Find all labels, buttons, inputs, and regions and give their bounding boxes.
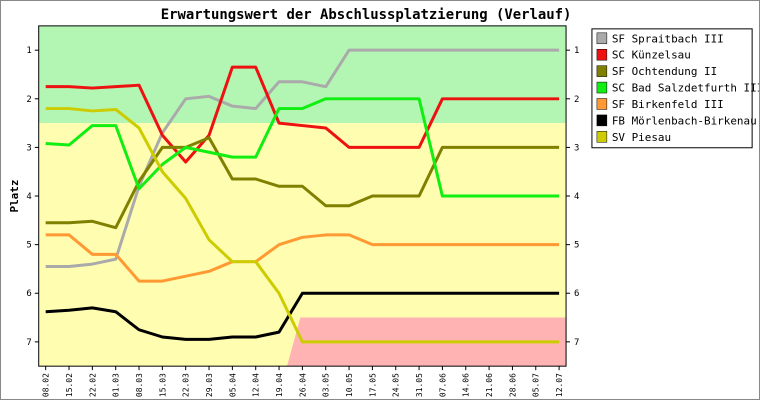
x-tick-label: 12.07 [555,373,564,397]
legend-label-5: FB Mörlenbach-Birkenau [612,114,757,127]
series-line-6 [45,107,560,344]
x-tick-label: 21.06 [485,373,494,397]
series-line-0 [45,48,560,268]
y-tick-label-left: 5 [26,241,31,251]
x-tick-label: 03.05 [322,373,331,397]
y-tick-label-left: 6 [26,289,31,299]
legend-swatch-0 [596,32,608,45]
y-tick-label-right: 3 [574,143,579,153]
series-line-3 [45,97,560,198]
legend-label-3: SC Bad Salzdetfurth III [612,82,760,95]
legend-swatch-1 [596,49,608,61]
legend-label-6: SV Piesau [612,131,671,144]
legend-box [591,28,753,149]
y-tick-label-left: 4 [26,192,31,202]
legend-swatch-6 [596,131,608,143]
x-tick-label: 26.04 [298,373,307,397]
x-axis: 08.02 15.02 22.02 01.03 08.03 15.03 22.03 29.03… [42,366,564,397]
y-tick-label-right: 2 [574,95,579,105]
x-tick-label: 01.03 [112,373,121,397]
y-axis-left: 1 2 3 4 5 6 7 [26,46,39,348]
x-tick-label: 22.03 [182,373,191,397]
x-tick-label: 08.02 [42,373,51,397]
legend-label-0: SF Spraitbach III [612,32,724,45]
x-tick-label: 15.03 [158,373,167,397]
x-tick-label: 24.05 [392,373,401,397]
y-tick-label-right: 6 [574,289,579,299]
legend-label-4: SF Birkenfeld III [612,98,724,111]
legend-label-1: SC Künzelsau [612,49,691,62]
band-promotion [38,25,567,124]
y-tick-label-right: 5 [574,241,579,251]
y-axis-label: Platz [8,180,21,213]
legend-swatch-3 [596,81,608,94]
x-tick-label: 05.04 [228,373,237,397]
series-line-4 [45,233,560,283]
y-tick-label-left: 1 [26,46,31,56]
chart-title: Erwartungswert der Abschlussplatzierung … [161,7,572,23]
y-tick-label-right: 4 [574,192,579,202]
y-axis-right: 1 2 3 4 5 6 7 [566,46,579,348]
x-tick-label: 29.03 [205,373,214,397]
y-tick-label-left: 3 [26,143,31,153]
y-tick-label-left: 7 [26,338,31,348]
x-tick-label: 12.04 [252,373,261,397]
y-tick-label-right: 1 [574,46,579,56]
x-tick-label: 28.06 [508,373,517,397]
x-tick-label: 31.05 [415,373,424,397]
x-tick-label: 15.02 [65,373,74,397]
y-tick-label-left: 2 [26,95,31,105]
series-lines [45,48,560,344]
x-tick-label: 07.06 [438,373,447,397]
x-tick-label: 17.05 [368,373,377,397]
series-line-2 [45,136,560,230]
x-tick-label: 08.03 [135,373,144,397]
x-tick-label: 19.04 [275,373,284,397]
x-tick-label: 22.02 [88,373,97,397]
legend: SF Spraitbach III SC Künzelsau SF Ochtendu… [591,28,760,149]
x-tick-label: 05.07 [532,373,541,397]
legend-label-2: SF Ochtendung II [612,65,717,78]
x-tick-label: 14.06 [462,373,471,397]
legend-swatch-4 [596,98,608,110]
series-line-5 [45,291,560,341]
legend-swatch-5 [596,114,608,127]
legend-swatch-2 [596,65,608,77]
y-tick-label-right: 7 [574,338,579,348]
x-tick-label: 10.05 [345,373,354,397]
series-line-1 [45,65,560,164]
